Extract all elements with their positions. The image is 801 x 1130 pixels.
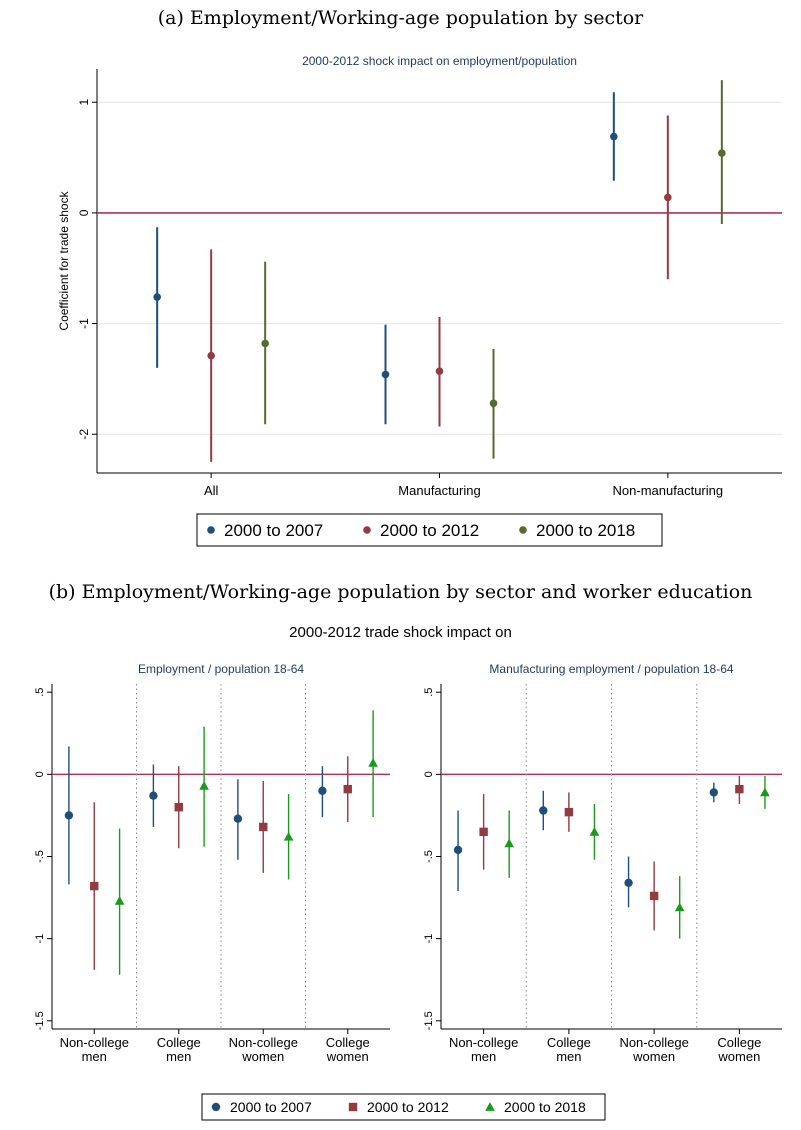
- chart-a-point: [718, 149, 726, 157]
- chart-a-title: 2000-2012 shock impact on employment/pop…: [302, 54, 577, 68]
- chart-b-right-point: [504, 838, 515, 848]
- chart-b-left-xtick-label: Non-college men: [60, 1035, 129, 1064]
- chart-b-left-point: [149, 791, 158, 800]
- chart-b-left-ytick-label: .5: [34, 688, 46, 697]
- chart-b-legend-marker: [211, 1102, 221, 1112]
- chart-a-point: [207, 351, 215, 360]
- chart-b-left-ytick-label: -1.5: [34, 1011, 46, 1030]
- chart-a-point: [610, 132, 618, 141]
- chart-a-point: [153, 293, 161, 301]
- chart-a-legend-label: 2000 to 2012: [380, 521, 479, 540]
- chart-a-xtick-label: All: [204, 483, 219, 498]
- chart-b-right-xtick-label: Non-college women: [619, 1035, 688, 1064]
- chart-b-right-point: [760, 787, 770, 797]
- chart-b-right-point: [453, 845, 463, 855]
- chart-b-left-point: [318, 786, 327, 795]
- chart-a-employment-by-sector: 2000-2012 shock impact on employment/pop…: [57, 54, 782, 547]
- chart-b-right-xtick-label: College women: [717, 1035, 761, 1064]
- chart-b-legend-label: 2000 to 2018: [504, 1099, 586, 1115]
- chart-b-left-title: Employment / population 18-64: [138, 662, 304, 676]
- chart-b-left-point: [233, 814, 243, 823]
- chart-b-left-point: [283, 831, 294, 841]
- chart-b-right-point: [589, 827, 600, 836]
- chart-b-left-point: [199, 781, 209, 790]
- chart-b-legend-marker: [348, 1102, 358, 1112]
- chart-a-legend-marker: [519, 526, 527, 534]
- chart-a-legend-label: 2000 to 2018: [536, 521, 635, 540]
- chart-b-left-xtick-label: Non-college women: [229, 1035, 298, 1064]
- chart-a-ytick-label: -2: [77, 429, 91, 440]
- chart-b-employment-by-education: Employment / population 18-64 .5 0 -.5 -1 -1.…: [34, 662, 782, 1121]
- chart-a-legend-label: 2000 to 2007: [224, 521, 323, 540]
- chart-b-right-point: [649, 891, 659, 901]
- chart-b-right-point: [539, 806, 548, 815]
- chart-b-right-point: [564, 807, 574, 817]
- chart-b-legend: [201, 1093, 606, 1121]
- chart-b-right-point: [674, 902, 685, 912]
- chart-a-ytick-label: -1: [77, 318, 91, 329]
- chart-a-point: [489, 399, 498, 408]
- chart-b-right-xtick-label: Non-college men: [449, 1035, 518, 1064]
- chart-a-ylabel: Coefficient for trade shock: [57, 190, 71, 330]
- chart-b-right-ytick-label: -1.5: [423, 1011, 435, 1030]
- chart-b-right-ytick-label: -.5: [423, 850, 435, 863]
- chart-b-left-ytick-label: -.5: [34, 850, 46, 863]
- chart-a-point: [664, 193, 672, 202]
- chart-b-right-point: [735, 784, 744, 794]
- chart-b-right-xtick-label: College men: [547, 1035, 591, 1064]
- chart-a-legend-marker: [207, 526, 215, 534]
- chart-b-legend-label: 2000 to 2007: [230, 1099, 312, 1115]
- panel-b-caption: (b) Employment/Working-age population by…: [48, 581, 753, 603]
- chart-a-legend: [196, 513, 663, 547]
- chart-b-left-xtick-label: College men: [157, 1035, 201, 1064]
- chart-a-point: [381, 370, 390, 379]
- chart-a-point: [435, 367, 444, 375]
- chart-a-ytick-label: 0: [77, 209, 91, 216]
- chart-b-left-xtick-label: College women: [326, 1035, 370, 1064]
- chart-b-left-point: [114, 896, 125, 905]
- chart-b-right-ytick-label: .5: [423, 688, 435, 697]
- chart-b-right-ytick-label: 0: [423, 771, 435, 777]
- chart-b-right-title: Manufacturing employment / population 18…: [489, 662, 733, 676]
- chart-b-left-point: [259, 822, 268, 832]
- chart-b-left-point: [174, 803, 183, 812]
- chart-b-right-point: [624, 878, 633, 887]
- chart-a-xtick-label: Manufacturing: [398, 483, 480, 498]
- chart-a-ytick-label: 1: [77, 99, 91, 106]
- chart-b-left-point: [343, 784, 352, 794]
- panel-a-caption: (a) Employment/Working-age population by…: [157, 7, 644, 29]
- chart-b-legend-marker: [485, 1102, 495, 1111]
- chart-b-right-point: [479, 827, 488, 837]
- panel-b-supertitle: 2000-2012 trade shock impact on: [289, 624, 512, 641]
- chart-b-right-point: [709, 788, 718, 797]
- chart-a-point: [261, 339, 269, 348]
- chart-a-xtick-label: Non-manufacturing: [613, 483, 724, 498]
- chart-b-legend-label: 2000 to 2012: [367, 1099, 449, 1115]
- chart-a-legend-marker: [363, 526, 371, 534]
- chart-b-left-ytick-label: 0: [34, 771, 46, 777]
- chart-b-left-point: [368, 758, 378, 767]
- chart-b-right-ytick-label: -1: [423, 934, 435, 944]
- chart-b-left-point: [90, 881, 99, 891]
- chart-b-left-point: [64, 811, 74, 820]
- chart-b-left-ytick-label: -1: [34, 934, 46, 944]
